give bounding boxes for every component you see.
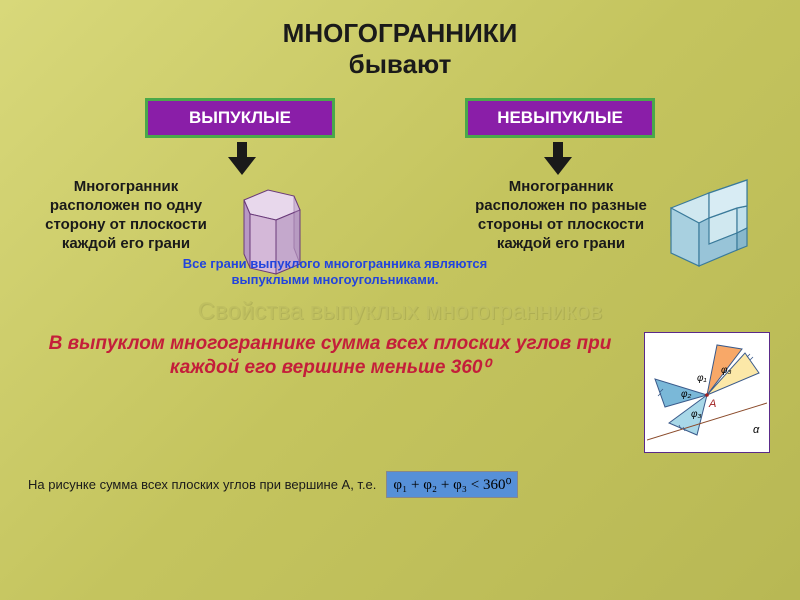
right-description-column: Многогранник расположен по разные сторон… [471, 178, 764, 278]
property-text: В выпуклом многограннике сумма всех плос… [30, 332, 630, 381]
arrow-down-icon [545, 142, 571, 176]
arrow-down-icon [229, 142, 255, 176]
slide-title: МНОГОГРАННИКИ бывают [0, 0, 800, 80]
arrows-row [0, 142, 800, 176]
footer-row: На рисунке сумма всех плоских углов при … [0, 471, 800, 498]
svg-text:α: α [753, 424, 760, 436]
svg-text:A: A [708, 398, 716, 410]
angle-diagram: φ₃ φ₁ φ₂ φ₃ A α [644, 332, 770, 453]
svg-text:φ₂: φ₂ [681, 389, 692, 400]
l-shape-icon [659, 178, 764, 273]
svg-text:φ₃: φ₃ [691, 409, 702, 420]
nonconvex-description: Многогранник расположен по разные сторон… [471, 178, 651, 253]
convex-description: Многогранник расположен по одну сторону … [36, 178, 216, 253]
angles-figure-icon: φ₃ φ₁ φ₂ φ₃ A α [647, 335, 767, 450]
title-line-2: бывают [349, 49, 452, 79]
svg-text:φ₁: φ₁ [697, 373, 707, 384]
blue-note-line-1: Все грани выпуклого многогранника являют… [183, 256, 487, 271]
footer-text: На рисунке сумма всех плоских углов при … [28, 477, 376, 492]
svg-text:φ₃: φ₃ [721, 365, 732, 376]
formula-box: φ₁ + φ₂ + φ₃ < 360⁰ [386, 471, 518, 498]
convex-box: ВЫПУКЛЫЕ [145, 98, 335, 138]
nonconvex-box: НЕВЫПУКЛЫЕ [465, 98, 655, 138]
section-title: Свойства выпуклых многогранников [0, 298, 800, 326]
title-line-1: МНОГОГРАННИКИ [283, 18, 518, 48]
category-boxes: ВЫПУКЛЫЕ НЕВЫПУКЛЫЕ [0, 98, 800, 138]
blue-note-line-2: выпуклыми многоугольниками. [232, 272, 439, 287]
property-row: В выпуклом многограннике сумма всех плос… [0, 332, 800, 453]
